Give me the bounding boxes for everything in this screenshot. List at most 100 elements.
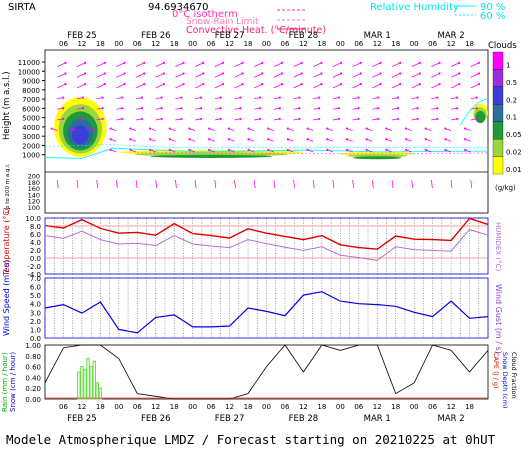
wind-arrow-head: [140, 96, 144, 99]
wind-arrow-head: [436, 107, 439, 110]
wind-ytick: 1.0: [30, 326, 41, 334]
wind-arrow-head: [84, 72, 87, 75]
cloud-ytick-label: 8000: [22, 87, 40, 95]
wind-arrow-head: [239, 117, 242, 121]
wind-arrow: [470, 83, 480, 89]
cloud-ytick-label: 1000: [22, 152, 40, 160]
wind-arrow: [234, 73, 243, 78]
cloud-blob-3-0.05: [475, 110, 486, 124]
wind-arrow: [155, 73, 165, 78]
wind-arrow: [352, 62, 361, 67]
wind-arrow: [116, 83, 125, 89]
wind-arrow-head: [89, 127, 93, 130]
temp-series-humidex: [44, 229, 489, 261]
lower-ytick-label: 140: [28, 191, 40, 199]
top-axis-hour-90: 18: [317, 40, 326, 48]
lower-wind-arrow: [411, 179, 414, 189]
wind-arrow-head: [436, 96, 439, 99]
wind-arrow: [234, 62, 243, 67]
wind-arrow-head: [129, 127, 132, 130]
precip-panel: 1.00 0.80 0.60 0.40 0.20 0.00 Rain (mm / hour)…: [1, 342, 518, 412]
temp-ytick: -4.0: [27, 271, 41, 279]
bottom-day-1: FEB 26: [141, 414, 171, 424]
wind-arrow-head: [326, 127, 329, 130]
precip-ytick: 0.40: [25, 374, 41, 382]
wind-arrow-head: [140, 107, 144, 110]
wind-arrow-head: [199, 117, 203, 121]
temp-ylabel: Temperature (°C): [2, 207, 11, 277]
wind-arrow-head: [458, 61, 461, 64]
colorbar-tick: 0.5: [506, 79, 517, 87]
wind-arrow-head: [267, 148, 270, 151]
temp-ytick: -2.0: [27, 263, 41, 271]
wind-arrow: [273, 62, 283, 67]
wind-arrow: [391, 62, 401, 67]
cloud-blob-1-0.05: [150, 154, 273, 158]
station-name: SIRTA: [8, 2, 36, 13]
wind-arrow-head: [444, 148, 447, 151]
wind-arrow-head: [458, 83, 461, 86]
cloud-ytick-label: 3000: [22, 133, 40, 141]
wind-arrow-head: [109, 148, 112, 151]
wind-arrow-head: [438, 72, 441, 75]
lower-wind-arrow: [96, 179, 99, 189]
wind-arrow-head: [365, 148, 368, 151]
wind-arrow-head: [404, 127, 408, 130]
wind-arrow: [155, 62, 165, 67]
wind-arrow-head: [180, 96, 183, 99]
wind-arrow-head: [227, 148, 230, 151]
wind-arrow-head: [143, 72, 146, 75]
wind-arrow-head: [286, 148, 290, 151]
top-axis-hour-72: 00: [262, 40, 271, 48]
top-axis-day-0: FEB 25: [67, 31, 97, 41]
wind-arrow: [57, 62, 66, 67]
wind-arrow-head: [399, 72, 402, 75]
precip-hour-54: 06: [207, 403, 216, 411]
bottom-day-3: FEB 28: [289, 414, 319, 424]
precip-hour-102: 06: [354, 403, 363, 411]
colorbar-swatch: [492, 104, 504, 122]
wind-arrow-head: [267, 127, 270, 130]
wind-ytick: 4.0: [30, 301, 41, 309]
wind-arrow-head: [345, 127, 349, 130]
wind-arrow-head: [149, 138, 152, 141]
wind-arrow-head: [424, 127, 427, 130]
wind-arrow: [332, 83, 342, 89]
humidex-ylabel: HUMIDEX (°C): [494, 222, 502, 271]
wind-arrow-head: [62, 96, 65, 99]
top-axis-hour-18: 18: [96, 40, 105, 48]
wind-arrow: [293, 73, 302, 78]
rh-contour-60: [44, 144, 488, 148]
wind-arrow-head: [62, 107, 65, 110]
top-axis-hour-36: 12: [151, 40, 160, 48]
clouds-panel: 1100010000900080007000600050004000300020…: [2, 41, 522, 214]
wind-arrow-head: [208, 138, 211, 141]
lower-wind-arrow: [115, 179, 118, 189]
wind-arrow-head: [418, 83, 421, 86]
wind-arrow-head: [320, 61, 323, 64]
wind-arrow: [372, 62, 381, 67]
wind-arrow-head: [278, 117, 281, 121]
wind-arrow-head: [357, 96, 360, 99]
wind-arrow-head: [188, 138, 191, 141]
wind-arrow: [470, 73, 480, 78]
rain-bar: [89, 366, 93, 400]
wind-panel: 7.06.05.04.03.02.01.00.0 Wind Speed (m / …: [2, 260, 503, 354]
wind-arrow-head: [123, 72, 126, 75]
wind-arrow-head: [227, 138, 230, 141]
convective-legend: Convective Heat. (°C/minute): [186, 25, 326, 36]
wind-arrow: [254, 62, 263, 67]
wind-arrow-head: [202, 83, 205, 86]
rain-bar: [92, 360, 96, 400]
wind-arrow-head: [359, 61, 362, 64]
precip-ytick: 0.20: [25, 385, 41, 393]
wind-arrow-head: [261, 61, 264, 64]
wind-arrow-head: [278, 96, 281, 99]
wind-arrow-head: [359, 83, 362, 86]
wind-arrow-head: [377, 107, 380, 110]
cloud-fraction-line: [44, 344, 489, 400]
wind-arrow-head: [365, 138, 368, 141]
wind-arrow: [431, 83, 440, 89]
wind-arrow-head: [300, 61, 303, 64]
wind-arrow-head: [219, 96, 222, 99]
